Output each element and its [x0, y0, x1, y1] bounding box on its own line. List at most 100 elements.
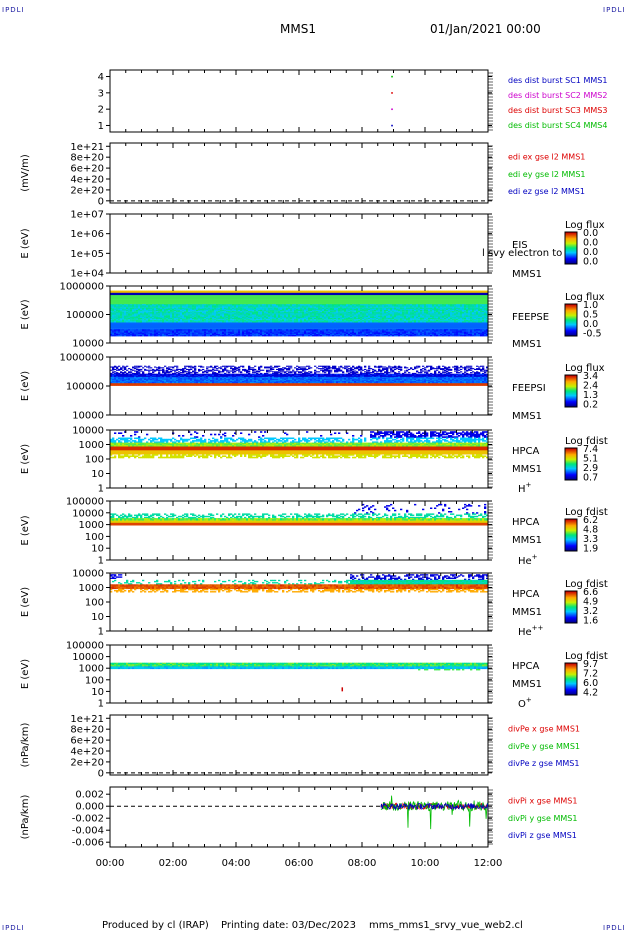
spectro-cell — [242, 316, 245, 319]
spectro-cell — [338, 303, 341, 305]
spectro-cell — [268, 290, 271, 292]
spectro-cell — [200, 323, 203, 325]
spectro-cell — [250, 296, 253, 298]
spectro-cell — [200, 328, 203, 330]
spectro-cell — [170, 304, 173, 306]
spectro-cell — [300, 324, 303, 327]
spectro-cell — [266, 300, 269, 303]
spectro-cell — [324, 313, 327, 315]
spectro-cell — [174, 304, 177, 306]
spectro-cell — [248, 327, 251, 329]
spectro-cell — [300, 308, 303, 311]
spectro-cell — [306, 290, 309, 292]
spectro-cell — [202, 300, 205, 303]
spectro-cell — [200, 295, 203, 297]
spectro-cell — [194, 291, 197, 294]
spectro-cell — [334, 312, 337, 314]
spectro-cell — [236, 292, 239, 295]
spectro-cell — [294, 331, 297, 333]
spectro-cell — [140, 329, 143, 331]
spectro-cell — [136, 316, 139, 319]
spectro-cell — [294, 335, 297, 337]
spectro-cell — [224, 333, 227, 336]
spectro-cell — [194, 331, 197, 333]
spectro-cell — [112, 296, 115, 298]
spectro-cell — [262, 295, 265, 297]
spectro-cell — [272, 303, 275, 305]
spectro-cell — [144, 328, 147, 330]
spectro-cell — [110, 322, 113, 324]
spectro-cell — [194, 309, 197, 312]
spectro-cell — [256, 325, 259, 328]
spectro-cell — [112, 322, 115, 324]
spectro-cell — [116, 299, 119, 302]
spectro-cell — [172, 296, 175, 298]
spectro-cell — [214, 307, 217, 310]
spectro-cell — [158, 327, 161, 329]
spectro-cell — [154, 306, 157, 308]
spectro-cell — [114, 300, 117, 303]
spectro-cell — [202, 322, 205, 324]
spectro-cell — [254, 291, 257, 294]
spectro-cell — [268, 309, 271, 312]
spectro-cell — [234, 328, 237, 330]
spectro-cell — [264, 333, 267, 336]
spectro-cell — [296, 324, 299, 327]
spectro-cell — [146, 295, 149, 297]
spectro-cell — [264, 292, 267, 295]
spectro-cell — [318, 309, 321, 312]
spectro-cell — [198, 297, 201, 299]
spectro-cell — [176, 332, 179, 335]
spectro-cell — [328, 290, 331, 292]
spectro-cell — [144, 307, 147, 310]
spectro-cell — [308, 315, 311, 317]
spectro-cell — [318, 312, 321, 314]
spectro-cell — [218, 324, 221, 327]
spectro-cell — [262, 290, 265, 292]
spectro-cell — [310, 325, 313, 328]
spectro-cell — [248, 306, 251, 308]
spectro-cell — [228, 313, 231, 315]
spectro-cell — [116, 305, 119, 307]
spectro-cell — [192, 327, 195, 329]
spectro-cell — [142, 325, 145, 328]
spectro-cell — [158, 316, 161, 319]
spectro-cell — [112, 328, 115, 330]
spectro-cell — [330, 304, 333, 306]
spectro-cell — [124, 320, 127, 322]
spectro-cell — [160, 325, 163, 328]
spectro-cell — [272, 306, 275, 308]
spectro-cell — [124, 291, 127, 294]
spectro-cell — [182, 297, 185, 299]
spectro-cell — [190, 313, 193, 315]
spectro-cell — [210, 322, 213, 324]
spectro-cell — [334, 329, 337, 331]
spectro-cell — [234, 294, 237, 296]
spectro-cell — [316, 328, 319, 330]
spectro-cell — [202, 299, 205, 302]
spectro-cell — [282, 317, 285, 320]
spectro-cell — [200, 330, 203, 332]
spectro-cell — [244, 315, 247, 317]
spectro-cell — [158, 291, 161, 294]
spectro-cell — [118, 316, 121, 319]
spectro-cell — [158, 296, 161, 298]
spectro-cell — [272, 321, 275, 323]
spectro-cell — [172, 305, 175, 307]
spectro-cell — [252, 313, 255, 315]
spectro-cell — [192, 291, 195, 294]
spectro-cell — [246, 320, 249, 322]
colorbar-cell — [565, 250, 577, 252]
spectro-cell — [134, 335, 137, 337]
spectro-cell — [176, 316, 179, 319]
spectro-cell — [254, 304, 257, 306]
spectro-cell — [304, 308, 307, 311]
spectro-cell — [312, 312, 315, 314]
spectro-cell — [310, 316, 313, 319]
spectro-cell — [206, 327, 209, 329]
spectro-cell — [198, 330, 201, 332]
spectro-cell — [302, 314, 305, 316]
spectro-cell — [206, 299, 209, 302]
spectro-cell — [208, 299, 211, 302]
spectro-cell — [166, 313, 169, 315]
